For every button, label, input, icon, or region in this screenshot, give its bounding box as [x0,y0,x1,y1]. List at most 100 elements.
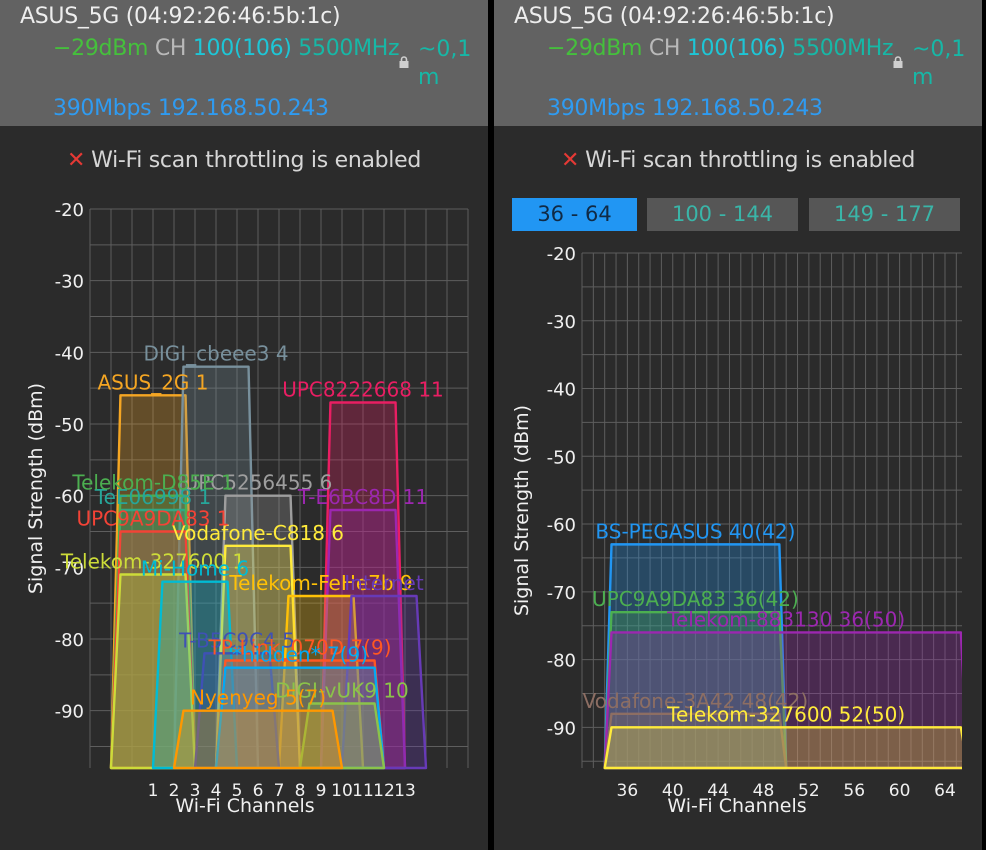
network-label: TP-Link_070D 7(9) [208,636,392,660]
connection-header[interactable]: ASUS_5G (04:92:26:46:5b:1c) −29dBm CH 10… [494,0,982,126]
y-axis-title: Signal Strength (dBm) [511,405,533,616]
link-speed: 390Mbps [547,96,646,121]
y-axis-title: Signal Strength (dBm) [25,383,47,594]
throttle-text: Wi-Fi scan throttling is enabled [91,148,422,173]
network-label: DIGI-vUK9 10 [275,679,409,703]
y-tick-label: -70 [547,583,576,604]
y-tick-label: -50 [547,447,576,468]
connection-details: −29dBm CH 100(106) 5500MHz [53,36,400,61]
network-label: T-B5C9C4 5 [178,628,295,652]
y-tick-label: -30 [547,312,576,333]
channel-graph-5ghz[interactable]: -20 -30 -40 -50 -60 -70 -80 -90 36 40 44 48 52 56 60 64… [494,0,982,850]
ssid-title: ASUS_5G (04:92:26:46:5b:1c) [514,4,835,29]
network-label: Telekom-D85E 1 [71,471,233,495]
network-label: Telekom-FeHe7b 9 [228,571,412,595]
plot-area: -20-30-40-50-60-70-80-901 2 3 4 5 6 7 8 9 10 11 12 1… [25,200,469,817]
x-tick-label: 6 [253,781,264,801]
signal-strength: −29dBm [53,36,149,61]
y-tick-label: -60 [55,487,84,508]
network-label: UPC9A9DA83 36(42) [592,587,799,611]
speed-ip-line: 390Mbps 192.168.50.243 [547,96,823,121]
network-curve [298,702,386,770]
tab-100-144[interactable]: 100 - 144 [647,198,798,231]
network-label: UPC9A9DA83 1 [76,507,229,531]
x-tick-label: 52 [798,781,820,801]
network-curve [603,726,962,770]
x-axis-title: Wi-Fi Channels [667,795,806,817]
network-label: Telekom-327600 1 [60,550,245,574]
channel-graph-2ghz[interactable]: -20-30-40-50-60-70-80-901 2 3 4 5 6 7 8 9 10 11 12 1… [0,0,488,850]
x-tick-label: 9 [316,781,327,801]
ip-address: 192.168.50.243 [157,96,329,121]
plot-area: -20 -30 -40 -50 -60 -70 -80 -90 36 40 44 48 52 56 60 64… [511,244,962,817]
network-label: ASUS_2G 1 [97,370,208,394]
network-label: Vodafone-C818 6 [172,521,344,545]
network-label: Telekom-327600 52(50) [666,702,905,726]
throttle-warning: ✕ Wi-Fi scan throttling is enabled [0,148,488,173]
channel-value: 100(106) [686,36,786,61]
frequency-value: 5500MHz [298,36,400,61]
x-tick-label: 8 [295,781,306,801]
x-tick-label: 10 [331,781,353,801]
series-layer [603,543,962,770]
network-label: Nyenyeg 5(7) [190,686,326,710]
tab-36-64[interactable]: 36 - 64 [512,198,637,231]
lock-icon [399,56,409,68]
y-tick-label: -60 [547,515,576,536]
y-tick-label: -40 [547,380,576,401]
connection-header[interactable]: ASUS_5G (04:92:26:46:5b:1c) −29dBm CH 10… [0,0,488,126]
link-speed: 390Mbps [53,96,152,121]
y-tick-label: -70 [55,558,84,579]
channel-value: 100(106) [192,36,292,61]
x-tick-label: 7 [274,781,285,801]
x-axis-title: Wi-Fi Channels [175,795,314,817]
network-label: DIGI_cbeee3 4 [143,342,288,366]
network-label: T-E6BC8D 11 [297,485,428,509]
network-curve [172,709,344,770]
y-tick-label: -20 [547,244,576,265]
network-label: Internet [344,571,424,595]
network-label: Mi-Home 6 [141,557,249,581]
frequency-value: 5500MHz [792,36,894,61]
y-tick-label: -30 [55,272,84,293]
throttle-text: Wi-Fi scan throttling is enabled [585,148,916,173]
band-tabs: 36 - 64 100 - 144 149 - 177 [512,198,962,231]
distance-value: ~0,1 m [912,37,966,90]
network-label: UPC5256455 6 [184,471,333,495]
series-layer [109,365,428,770]
x-tick-label: 1 [148,781,159,801]
x-tick-label: 2 [169,781,180,801]
y-tick-label: -90 [55,702,84,723]
tab-149-177[interactable]: 149 - 177 [809,198,960,231]
y-tick-label: -50 [55,415,84,436]
y-tick-label: -80 [55,630,84,651]
x-tick-label: 40 [662,781,684,801]
network-label: TeE06998 1 [94,485,211,509]
channel-label: CH [648,36,681,61]
close-icon: ✕ [66,148,86,173]
y-tick-label: -80 [547,651,576,672]
x-tick-label: 36 [617,781,639,801]
x-tick-label: 64 [934,781,956,801]
channel-label: CH [154,36,187,61]
x-tick-label: 48 [753,781,775,801]
left-panel: ASUS_5G (04:92:26:46:5b:1c) −29dBm CH 10… [0,0,488,850]
x-tick-label: 11 [352,781,374,801]
y-tick-label: -20 [55,200,84,221]
x-tick-label: 12 [373,781,395,801]
right-panel: ASUS_5G (04:92:26:46:5b:1c) −29dBm CH 10… [494,0,982,850]
x-tick-label: 60 [889,781,911,801]
network-label: Telekom-883130 36(50) [666,607,905,631]
close-icon: ✕ [560,148,580,173]
network-curve [340,594,428,770]
throttle-warning: ✕ Wi-Fi scan throttling is enabled [494,148,982,173]
distance-value: ~0,1 m [418,37,472,90]
speed-ip-line: 390Mbps 192.168.50.243 [53,96,329,121]
x-tick-label: 56 [843,781,865,801]
network-label: Vodafone-3A42 48(42) [583,689,809,713]
y-tick-label: -40 [55,343,84,364]
network-label: UPC8222668 11 [282,378,444,402]
x-tick-label: 4 [211,781,222,801]
x-tick-label: 3 [190,781,201,801]
y-tick-label: -90 [547,718,576,739]
